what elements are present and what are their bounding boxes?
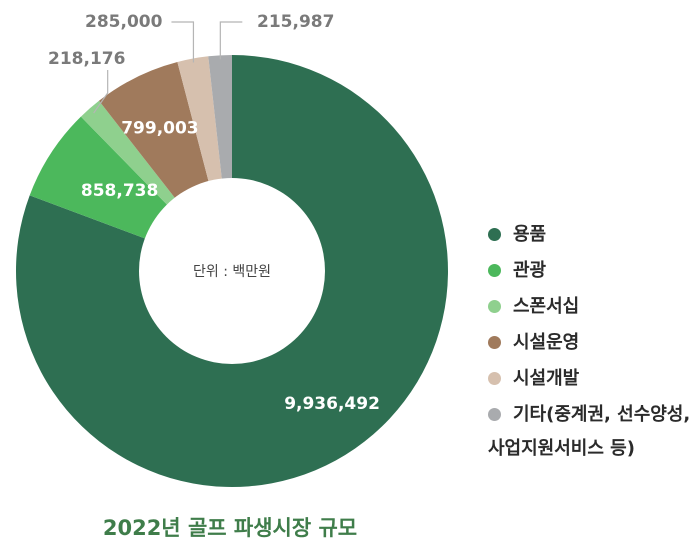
value-label-facility-development: 285,000 <box>85 12 163 32</box>
legend: 용품 관광 스폰서십 시설운영 시설개발 기타(중계권, 선수양성, 사업지원서… <box>488 222 690 472</box>
chart-title: 2022년 골프 파생시장 규모 <box>102 516 358 540</box>
legend-label: 기타(중계권, 선수양성, 사업지원서비스 등) <box>488 402 691 462</box>
legend-label: 용품 <box>513 224 547 245</box>
legend-item-sponsorship: 스폰서십 <box>488 294 690 330</box>
legend-swatch <box>488 228 501 241</box>
legend-item-other: 기타(중계권, 선수양성, 사업지원서비스 등) <box>488 402 690 472</box>
legend-label: 시설개발 <box>513 368 580 389</box>
value-label-facility-operation: 799,003 <box>121 118 198 138</box>
legend-label-line-2: 사업지원서비스 등) <box>488 438 635 459</box>
legend-swatch <box>488 300 501 313</box>
donut-hole <box>139 178 325 364</box>
legend-item-gwangwang: 관광 <box>488 258 690 294</box>
legend-item-facility-development: 시설개발 <box>488 366 690 402</box>
value-label-other: 215,987 <box>257 12 334 32</box>
legend-swatch <box>488 372 501 385</box>
legend-swatch <box>488 336 501 349</box>
legend-item-yongpum: 용품 <box>488 222 690 258</box>
value-label-gwangwang: 858,738 <box>81 181 158 201</box>
leader-line-other <box>219 21 243 60</box>
legend-label: 스폰서십 <box>513 296 580 317</box>
legend-swatch <box>488 264 501 277</box>
legend-label: 관광 <box>513 260 547 281</box>
leader-line-sponsorship <box>93 70 109 114</box>
value-label-yongpum: 9,936,492 <box>284 394 380 414</box>
legend-label: 시설운영 <box>513 332 580 353</box>
unit-label: 단위 : 백만원 <box>193 264 271 280</box>
legend-swatch <box>488 408 501 421</box>
legend-label-line-1: 기타(중계권, 선수양성, <box>513 404 691 425</box>
value-label-sponsorship: 218,176 <box>48 49 125 69</box>
leader-line-facility-development <box>171 21 195 63</box>
legend-item-facility-operation: 시설운영 <box>488 330 690 366</box>
